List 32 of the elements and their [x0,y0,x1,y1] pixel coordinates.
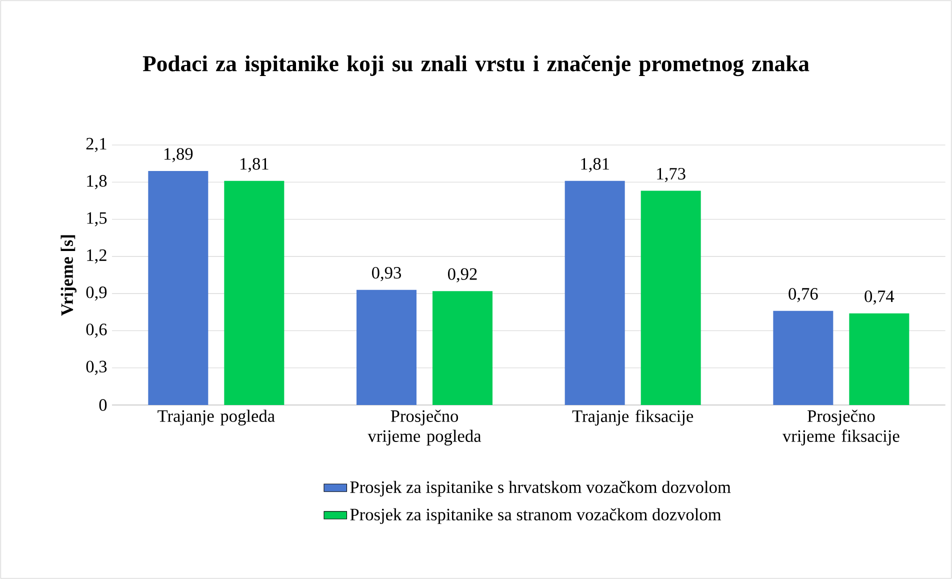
legend-label: Prosjek za ispitanike s hrvatskom vozačkom dozvolom [350,480,731,497]
y-tick-label: 1,8 [87,175,107,190]
y-tick-label: 0,9 [86,286,107,301]
data-label: 0,92 [448,268,477,282]
y-axis-title: Vrijeme [s] [60,235,76,316]
y-tick-label: 0,3 [86,360,107,375]
x-tick-label: Prosječno vrijeme pogleda [368,410,482,446]
bar [849,313,910,405]
bar [224,180,284,405]
bar [564,180,625,405]
data-label: 0,93 [372,266,401,282]
y-tick-label: 0,6 [86,324,107,338]
y-tick-label: 0 [99,399,107,411]
data-label: 1,81 [581,158,609,172]
data-label: 0,74 [864,290,894,305]
x-tick-label: Trajanje pogleda [158,410,275,426]
y-tick-label: 1,2 [87,249,106,264]
data-label: 1,73 [657,168,686,182]
data-label: 0,76 [788,288,818,302]
bar [148,171,208,405]
legend-label: Prosjek za ispitanike sa stranom vozačkom dozvolom [350,508,722,524]
bar [773,310,834,405]
data-label: 1,89 [164,148,193,162]
x-tick-label: Prosječno vrijeme fiksacije [782,410,900,446]
bar [432,291,493,405]
bar [356,290,417,405]
bar [640,190,701,405]
x-tick-label: Trajanje fiksacije [572,410,694,426]
data-label: 1,81 [240,158,268,172]
chart-title: Podaci za ispitanike koji su znali vrstu i značenje prometnog znaka [142,55,810,76]
y-tick-label: 1,5 [87,212,107,226]
y-tick-label: 2,1 [86,138,106,152]
